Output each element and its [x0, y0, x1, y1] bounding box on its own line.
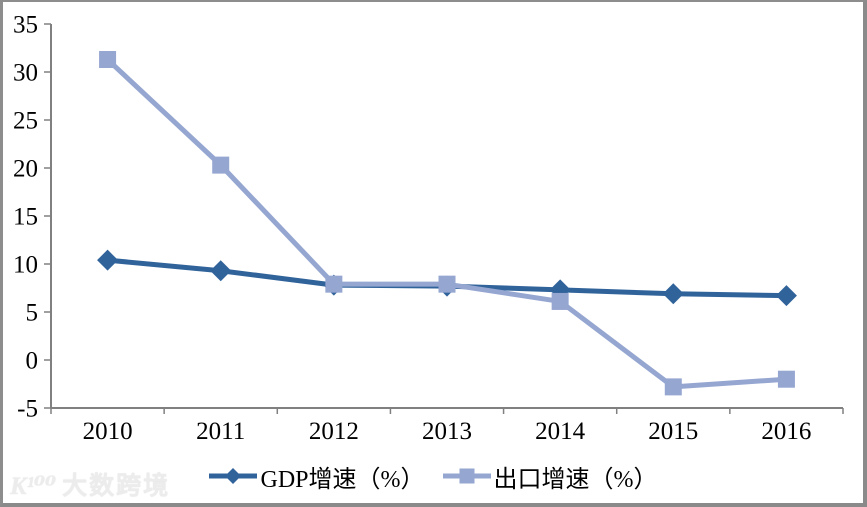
svg-text:-5: -5 — [17, 396, 38, 423]
legend-item-export: 出口增速（%） — [442, 459, 658, 494]
svg-text:2014: 2014 — [535, 418, 586, 445]
svg-text:2012: 2012 — [309, 418, 359, 445]
svg-text:20: 20 — [13, 156, 38, 183]
gdp-series-diamond-marker-icon — [209, 468, 258, 484]
export-series-square-marker-icon — [442, 468, 491, 484]
svg-text:2011: 2011 — [196, 418, 245, 445]
svg-text:2013: 2013 — [422, 418, 472, 445]
legend-item-gdp: GDP增速（%） — [209, 459, 425, 494]
legend-label-gdp: GDP增速（%） — [260, 466, 425, 493]
svg-text:2016: 2016 — [761, 418, 811, 445]
legend-label-export: 出口增速（%） — [493, 466, 658, 493]
svg-text:2015: 2015 — [648, 418, 698, 445]
svg-text:30: 30 — [13, 60, 38, 87]
svg-text:0: 0 — [26, 348, 39, 375]
svg-text:15: 15 — [13, 204, 38, 231]
svg-text:5: 5 — [26, 300, 39, 327]
chart-legend: GDP增速（%） 出口增速（%） — [0, 458, 867, 494]
svg-text:2010: 2010 — [83, 418, 133, 445]
svg-text:35: 35 — [13, 12, 38, 39]
svg-text:10: 10 — [13, 252, 38, 279]
svg-text:25: 25 — [13, 108, 38, 135]
